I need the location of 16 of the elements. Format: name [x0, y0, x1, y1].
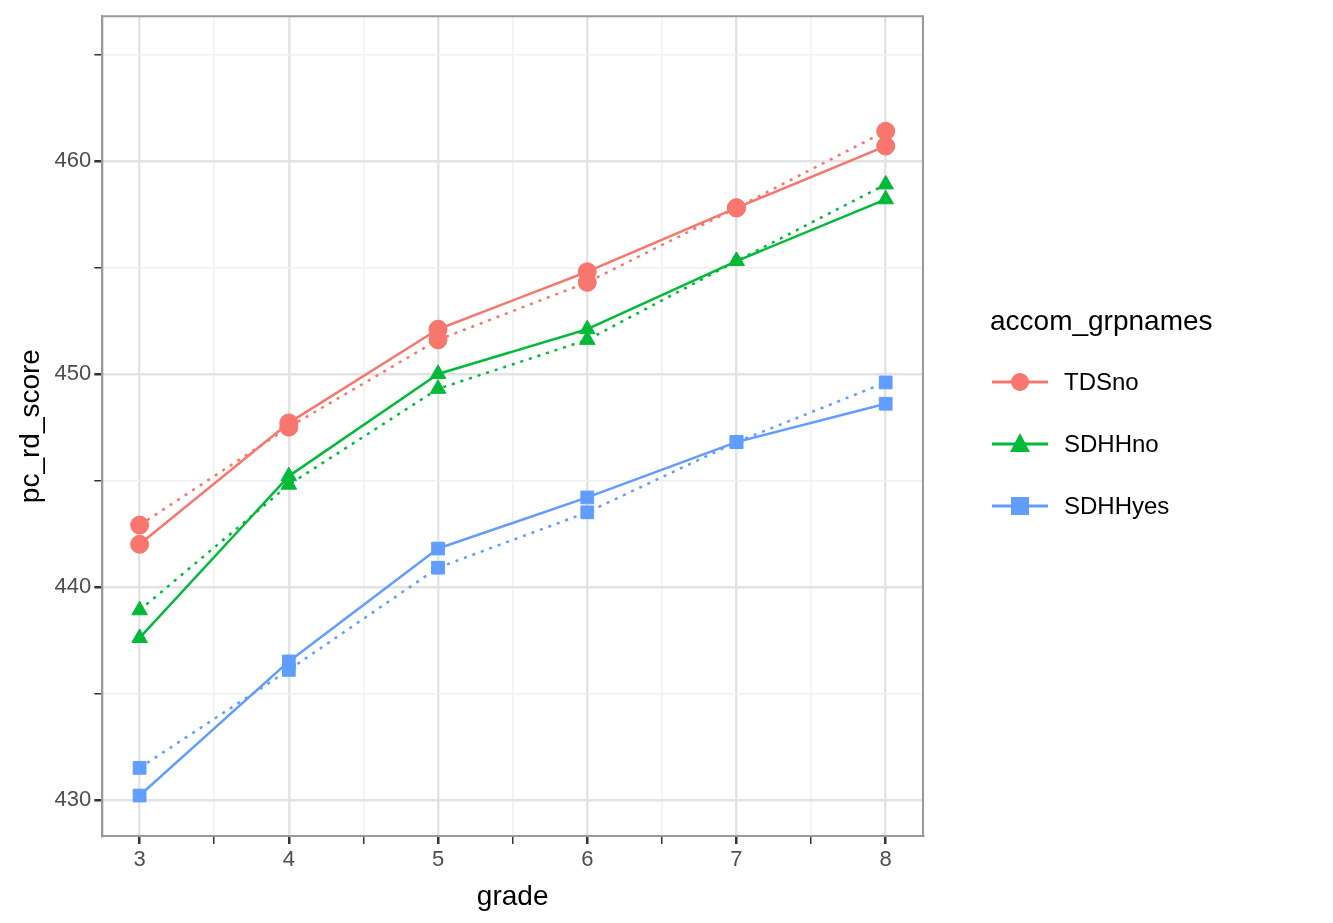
y-axis-title: pc_rd_score [13, 349, 45, 504]
legend-label: SDHHno [1064, 430, 1159, 458]
y-tick-label: 460 [54, 147, 92, 173]
y-tick-label: 430 [54, 785, 92, 811]
x-tick-label: 7 [730, 846, 743, 872]
legend-label: TDSno [1064, 368, 1139, 396]
x-axis-title: grade [476, 879, 549, 911]
y-tick-label: 440 [54, 572, 92, 598]
x-tick-label: 5 [431, 846, 445, 872]
y-tick-label: 450 [54, 359, 92, 385]
x-tick-label: 6 [581, 846, 594, 872]
x-tick-label: 3 [133, 846, 146, 872]
legend-label: SDHHyes [1064, 492, 1170, 520]
x-tick-label: 4 [282, 846, 295, 872]
x-tick-label: 8 [879, 846, 892, 872]
legend-title: accom_grpnames [990, 305, 1213, 337]
